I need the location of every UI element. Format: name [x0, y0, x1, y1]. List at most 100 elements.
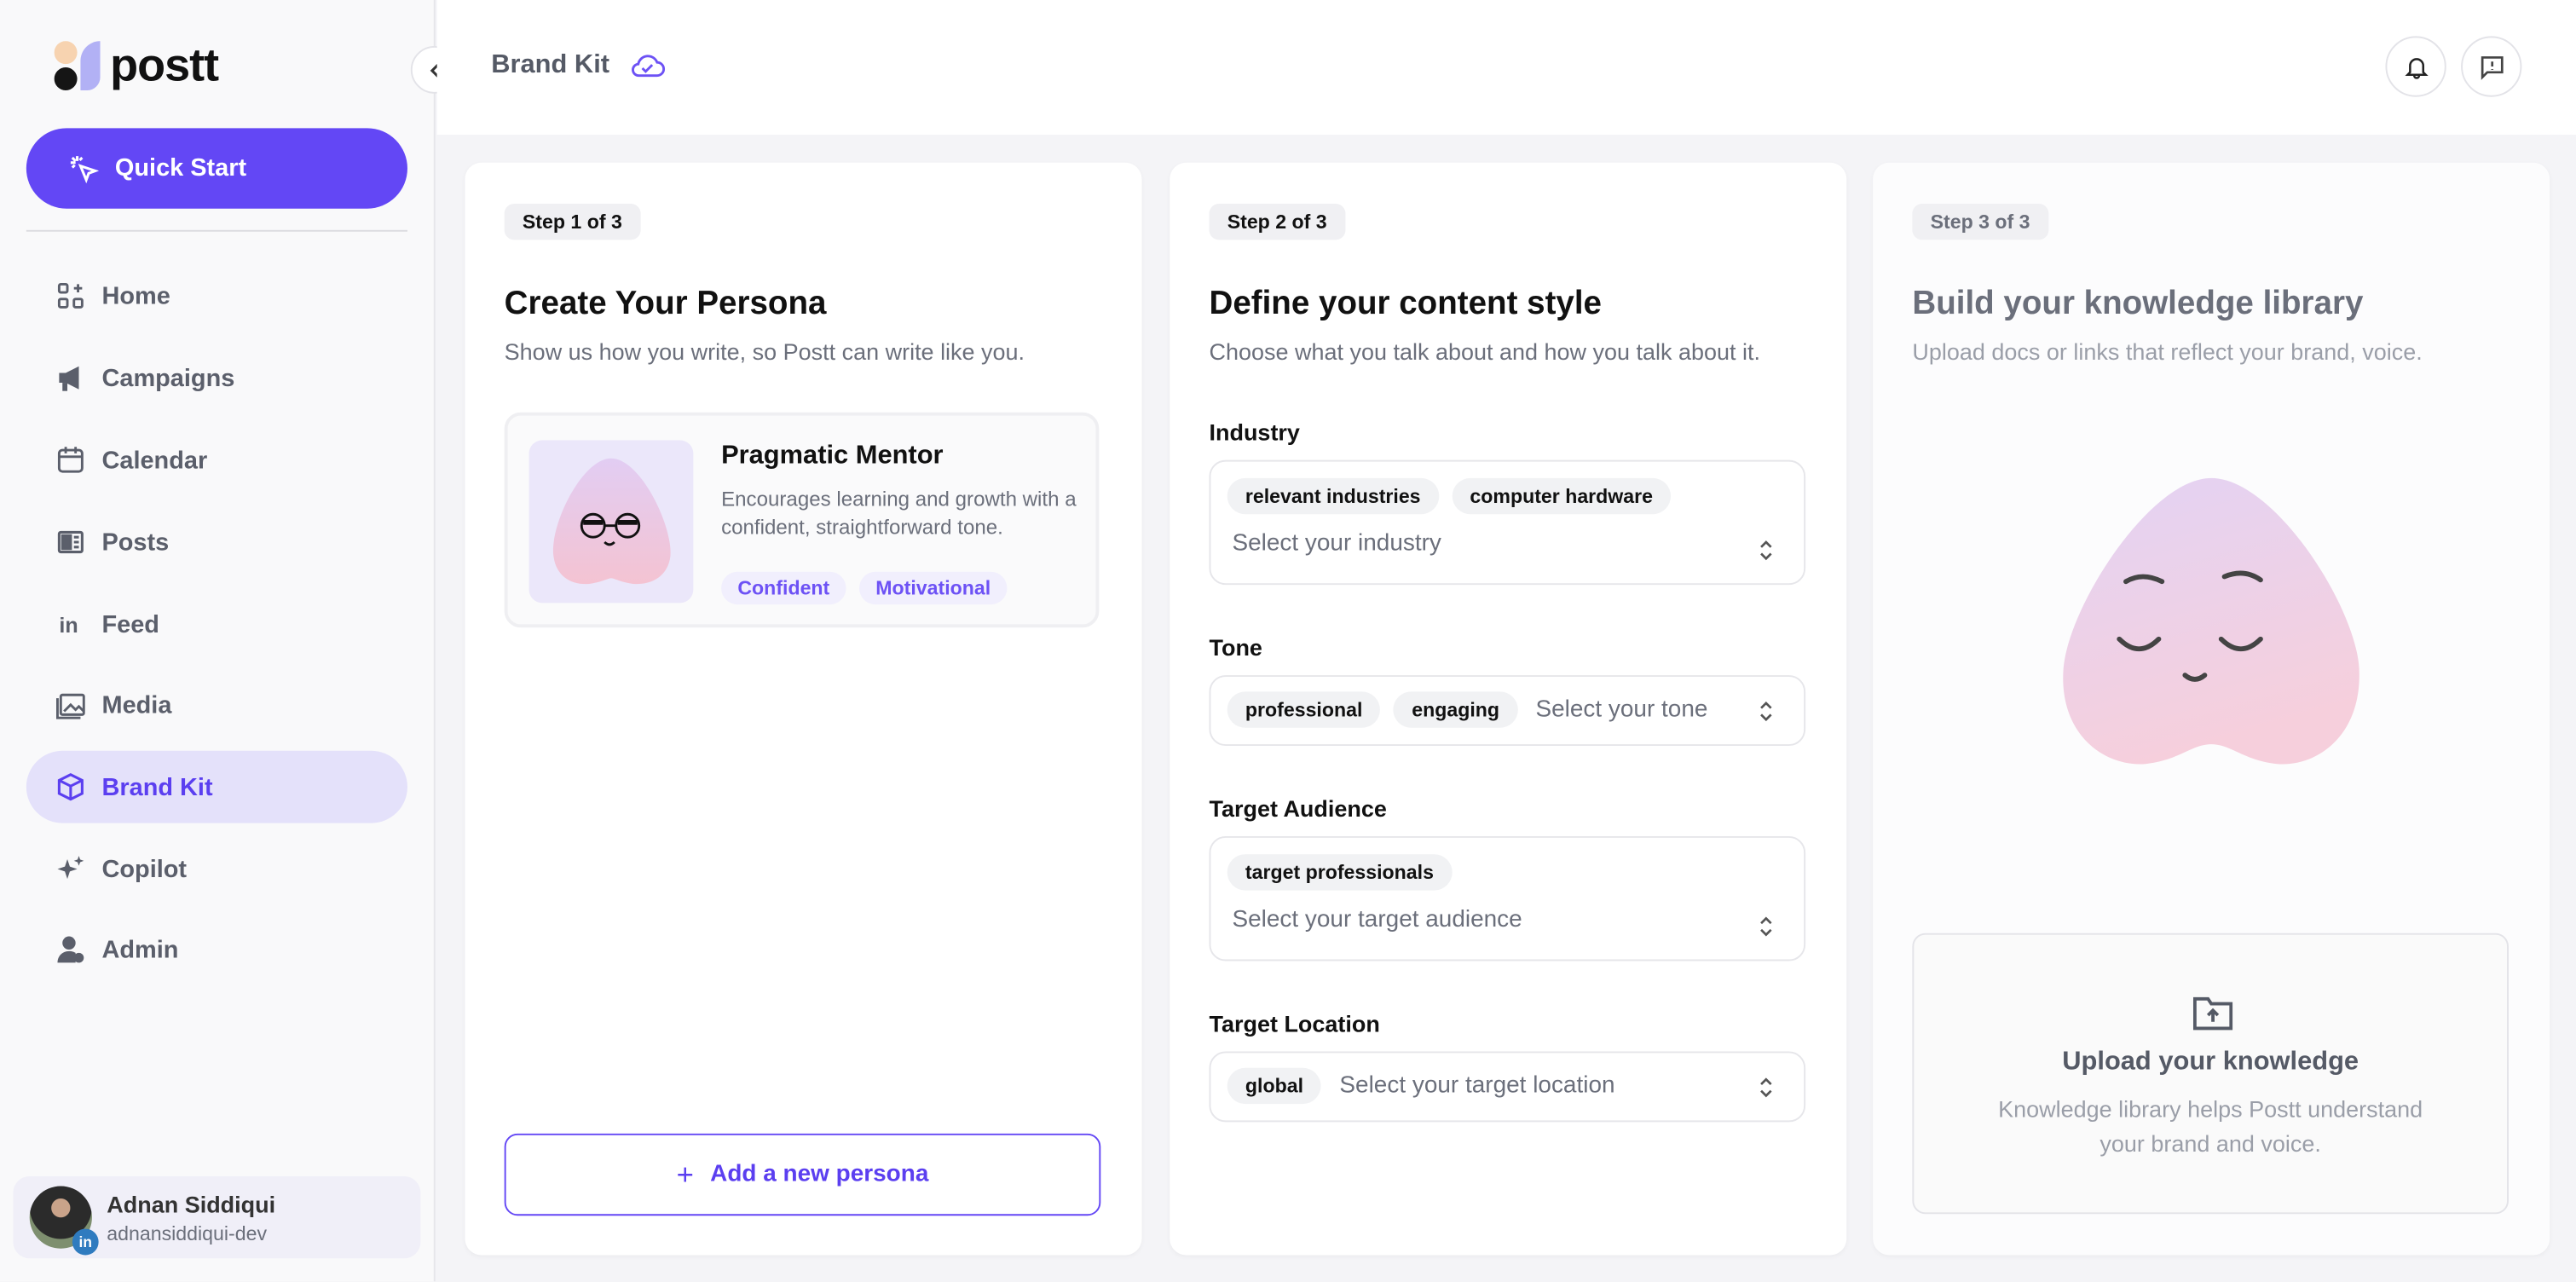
step-2-card: Step 2 of 3 Define your content style Ch… — [1170, 162, 1847, 1256]
sidebar-item-label: Brand Kit — [101, 772, 213, 801]
audience-label: Target Audience — [1209, 794, 1387, 822]
persona-mascot-icon — [552, 457, 671, 584]
calendar-icon — [57, 447, 84, 473]
industry-chip[interactable]: computer hardware — [1452, 477, 1672, 515]
linkedin-badge-icon: in — [72, 1228, 99, 1256]
home-grid-icon — [57, 282, 84, 309]
tone-chip[interactable]: professional — [1227, 691, 1381, 728]
page-title: Brand Kit — [491, 50, 610, 79]
location-select[interactable]: global Select your target location — [1209, 1051, 1806, 1123]
feedback-icon — [2480, 55, 2503, 79]
location-placeholder: Select your target location — [1339, 1072, 1615, 1100]
feedback-button[interactable] — [2461, 36, 2522, 97]
persona-description: Encourages learning and growth with a co… — [721, 488, 1077, 540]
chevron-updown-icon — [1760, 1077, 1772, 1098]
card-title: Create Your Persona — [504, 286, 827, 322]
card-title: Build your knowledge library — [1912, 286, 2364, 322]
cursor-click-icon — [70, 155, 99, 183]
chevron-updown-icon — [1760, 916, 1772, 937]
user-profile[interactable]: in Adnan Siddiqui adnansiddiqui-dev — [13, 1175, 421, 1259]
card-title: Define your content style — [1209, 286, 1602, 322]
sidebar-item-calendar[interactable]: Calendar — [26, 424, 407, 496]
sidebar-item-posts[interactable]: Posts — [26, 506, 407, 579]
upload-description: Knowledge library helps Postt understand… — [1998, 1095, 2423, 1157]
sidebar-item-label: Posts — [101, 528, 170, 557]
header: Brand Kit — [436, 0, 2576, 136]
location-chip[interactable]: global — [1227, 1067, 1322, 1105]
sidebar-item-label: Campaigns — [101, 363, 235, 392]
svg-text:in: in — [59, 614, 78, 638]
step-1-card: Step 1 of 3 Create Your Persona Show us … — [465, 162, 1142, 1256]
location-label: Target Location — [1209, 1010, 1380, 1037]
media-icon — [56, 693, 85, 719]
user-name: Adnan Siddiqui — [107, 1190, 276, 1217]
sparkles-icon — [57, 856, 84, 880]
step-badge: Step 2 of 3 — [1209, 203, 1345, 240]
persona-name: Pragmatic Mentor — [721, 442, 944, 471]
sidebar-item-feed[interactable]: in Feed — [26, 588, 407, 661]
tone-label: Tone — [1209, 633, 1262, 661]
industry-label: Industry — [1209, 419, 1300, 446]
admin-icon — [57, 936, 84, 963]
tone-select[interactable]: professional engaging Select your tone — [1209, 675, 1806, 746]
sidebar-item-label: Admin — [101, 935, 179, 964]
logo[interactable]: postt — [54, 39, 219, 92]
tone-chip[interactable]: engaging — [1394, 691, 1518, 728]
industry-select[interactable]: relevant industries computer hardware Sel… — [1209, 459, 1806, 586]
logo-text: postt — [110, 39, 219, 91]
card-subtitle: Show us how you write, so Postt can writ… — [504, 338, 1025, 365]
sidebar-item-label: Copilot — [101, 855, 188, 883]
persona-tags: Confident Motivational — [721, 571, 1008, 605]
industry-placeholder: Select your industry — [1232, 530, 1441, 557]
linkedin-icon: in — [59, 614, 78, 638]
upload-title: Upload your knowledge — [2062, 1048, 2359, 1077]
sidebar-item-label: Media — [101, 690, 172, 719]
tone-placeholder: Select your tone — [1535, 696, 1708, 724]
cloud-check-icon — [632, 55, 665, 78]
persona-tag: Confident — [721, 571, 846, 605]
sidebar: postt Quick Start Home Campaigns Calenda… — [0, 0, 436, 1282]
step-3-card: Step 3 of 3 Build your knowledge library… — [1873, 162, 2550, 1256]
add-persona-button[interactable]: + Add a new persona — [504, 1133, 1101, 1216]
chevron-left-icon — [429, 63, 438, 77]
step-badge: Step 3 of 3 — [1912, 203, 2048, 240]
page-title-group: Brand Kit — [491, 51, 665, 81]
plus-icon: + — [676, 1157, 694, 1191]
audience-placeholder: Select your target audience — [1232, 906, 1522, 933]
chevron-updown-icon — [1760, 540, 1772, 561]
sidebar-item-admin[interactable]: Admin — [26, 914, 407, 986]
sidebar-item-home[interactable]: Home — [26, 260, 407, 332]
quick-start-button[interactable]: Quick Start — [26, 128, 407, 209]
chevron-updown-icon — [1760, 701, 1772, 722]
sidebar-item-media[interactable]: Media — [26, 668, 407, 741]
upload-knowledge-dropzone[interactable]: Upload your knowledge Knowledge library … — [1912, 933, 2509, 1215]
postt-logo-icon — [54, 41, 101, 91]
posts-icon — [57, 530, 84, 554]
sidebar-item-label: Calendar — [101, 446, 208, 475]
megaphone-icon — [59, 366, 79, 391]
sidebar-item-label: Feed — [101, 609, 159, 638]
divider — [26, 229, 407, 232]
folder-upload-icon — [2192, 996, 2233, 1031]
quick-start-label: Quick Start — [114, 154, 247, 182]
avatar: in — [29, 1186, 99, 1256]
bell-icon — [2404, 57, 2428, 78]
sidebar-item-campaigns[interactable]: Campaigns — [26, 342, 407, 414]
persona-avatar — [528, 440, 694, 603]
sidebar-item-copilot[interactable]: Copilot — [26, 833, 407, 905]
sidebar-item-brand-kit[interactable]: Brand Kit — [26, 750, 407, 823]
audience-select[interactable]: target professionals Select your target … — [1209, 835, 1806, 962]
sidebar-item-label: Home — [101, 281, 170, 310]
audience-chip[interactable]: target professionals — [1227, 854, 1453, 891]
card-subtitle: Choose what you talk about and how you t… — [1209, 338, 1761, 365]
add-persona-label: Add a new persona — [710, 1161, 929, 1188]
industry-chip[interactable]: relevant industries — [1227, 477, 1439, 515]
persona-card[interactable]: Pragmatic Mentor Encourages learning and… — [504, 412, 1100, 628]
persona-tag: Motivational — [858, 571, 1008, 605]
notifications-button[interactable] — [2385, 36, 2446, 97]
cube-icon — [57, 772, 84, 801]
step-badge: Step 1 of 3 — [504, 203, 641, 240]
sleeping-mascot-illustration — [2063, 477, 2359, 765]
user-handle: adnansiddiqui-dev — [107, 1221, 268, 1244]
card-subtitle: Upload docs or links that reflect your b… — [1912, 338, 2423, 365]
